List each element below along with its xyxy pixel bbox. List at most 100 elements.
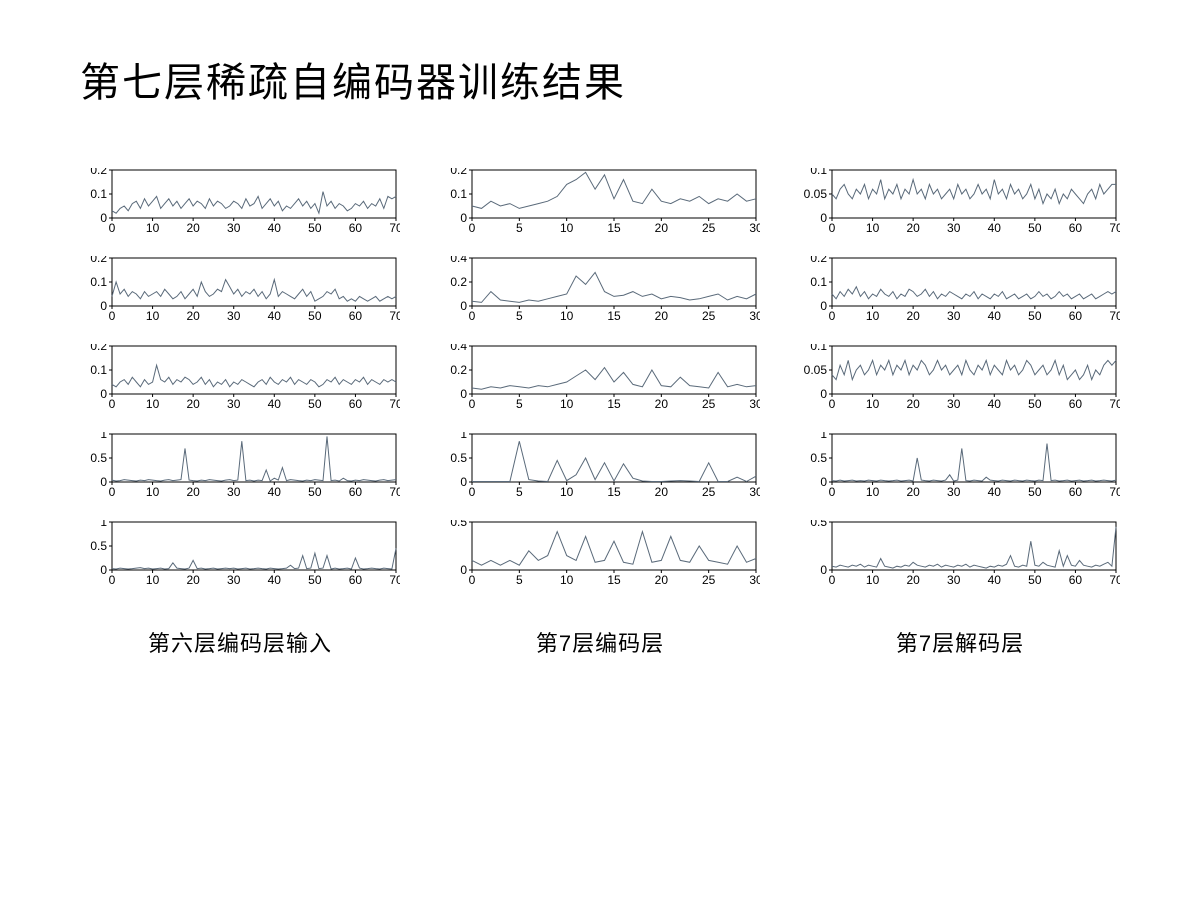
svg-text:5: 5 [516, 221, 523, 235]
svg-text:15: 15 [607, 573, 621, 587]
svg-text:0.2: 0.2 [90, 256, 107, 265]
svg-text:15: 15 [607, 485, 621, 499]
svg-text:30: 30 [947, 397, 961, 411]
svg-text:0.5: 0.5 [810, 520, 827, 529]
svg-text:0.1: 0.1 [90, 275, 107, 289]
svg-text:60: 60 [1069, 485, 1083, 499]
svg-text:0: 0 [100, 475, 107, 489]
svg-text:60: 60 [1069, 397, 1083, 411]
svg-text:40: 40 [988, 221, 1002, 235]
svg-text:60: 60 [1069, 573, 1083, 587]
svg-text:20: 20 [186, 573, 200, 587]
svg-text:60: 60 [349, 221, 363, 235]
svg-text:5: 5 [516, 397, 523, 411]
svg-text:20: 20 [655, 221, 669, 235]
svg-text:20: 20 [186, 309, 200, 323]
svg-text:50: 50 [1028, 221, 1042, 235]
svg-text:10: 10 [560, 221, 574, 235]
svg-text:40: 40 [268, 485, 282, 499]
chart-panel: 00.10.2010203040506070 [800, 256, 1120, 324]
svg-text:50: 50 [308, 221, 322, 235]
svg-text:40: 40 [268, 309, 282, 323]
svg-text:70: 70 [389, 485, 400, 499]
svg-text:0: 0 [820, 299, 827, 313]
svg-text:20: 20 [906, 573, 920, 587]
svg-text:0.2: 0.2 [450, 275, 467, 289]
svg-text:30: 30 [227, 309, 241, 323]
svg-text:0: 0 [460, 299, 467, 313]
svg-text:0.1: 0.1 [810, 168, 827, 177]
svg-text:0: 0 [460, 211, 467, 225]
svg-text:60: 60 [349, 397, 363, 411]
svg-text:1: 1 [100, 520, 107, 529]
svg-text:0: 0 [100, 211, 107, 225]
svg-text:0: 0 [820, 387, 827, 401]
svg-text:0: 0 [100, 563, 107, 577]
svg-text:20: 20 [906, 309, 920, 323]
svg-text:0.2: 0.2 [450, 168, 467, 177]
svg-text:0: 0 [829, 485, 836, 499]
svg-text:20: 20 [186, 221, 200, 235]
svg-text:0: 0 [109, 221, 116, 235]
svg-text:0.5: 0.5 [90, 539, 107, 553]
svg-text:0.1: 0.1 [450, 187, 467, 201]
chart-grid: 00.10.201020304050607000.10.201020304050… [80, 168, 1120, 658]
svg-text:60: 60 [349, 485, 363, 499]
svg-text:0.4: 0.4 [450, 256, 467, 265]
chart-panel: 00.050.1010203040506070 [800, 168, 1120, 236]
svg-text:70: 70 [389, 309, 400, 323]
svg-text:0.05: 0.05 [804, 187, 828, 201]
chart-panel: 00.10.2010203040506070 [80, 168, 400, 236]
svg-text:50: 50 [1028, 397, 1042, 411]
svg-text:10: 10 [866, 221, 880, 235]
svg-text:0.2: 0.2 [90, 344, 107, 353]
svg-text:30: 30 [227, 221, 241, 235]
svg-text:5: 5 [516, 309, 523, 323]
svg-text:30: 30 [749, 309, 760, 323]
svg-text:20: 20 [906, 221, 920, 235]
svg-text:10: 10 [866, 573, 880, 587]
chart-panel: 00.51010203040506070 [80, 432, 400, 500]
svg-text:50: 50 [308, 485, 322, 499]
svg-text:0: 0 [109, 485, 116, 499]
column-label: 第7层解码层 [896, 626, 1024, 658]
chart-panel: 00.10.2010203040506070 [80, 344, 400, 412]
chart-column-2: 00.050.101020304050607000.10.20102030405… [800, 168, 1120, 658]
chart-panel: 00.51010203040506070 [80, 520, 400, 588]
chart-panel: 00.050.1010203040506070 [800, 344, 1120, 412]
svg-text:0: 0 [460, 475, 467, 489]
chart-panel: 00.5051015202530 [440, 520, 760, 588]
svg-text:30: 30 [227, 573, 241, 587]
svg-text:40: 40 [268, 573, 282, 587]
svg-text:0.5: 0.5 [450, 451, 467, 465]
svg-text:0: 0 [109, 397, 116, 411]
svg-text:0.1: 0.1 [90, 187, 107, 201]
svg-text:30: 30 [947, 485, 961, 499]
column-label: 第六层编码层输入 [148, 626, 332, 658]
svg-text:0: 0 [829, 397, 836, 411]
svg-text:25: 25 [702, 309, 716, 323]
svg-text:10: 10 [866, 485, 880, 499]
svg-text:20: 20 [186, 397, 200, 411]
svg-text:1: 1 [460, 432, 467, 441]
svg-text:70: 70 [1109, 397, 1120, 411]
chart-panel: 00.51010203040506070 [800, 432, 1120, 500]
svg-text:10: 10 [560, 573, 574, 587]
chart-panel: 00.5010203040506070 [800, 520, 1120, 588]
svg-text:0: 0 [469, 485, 476, 499]
svg-text:10: 10 [560, 397, 574, 411]
svg-text:0: 0 [820, 563, 827, 577]
svg-text:0: 0 [109, 573, 116, 587]
svg-text:0.1: 0.1 [90, 363, 107, 377]
svg-text:15: 15 [607, 397, 621, 411]
svg-text:50: 50 [308, 397, 322, 411]
svg-text:70: 70 [389, 397, 400, 411]
svg-text:0: 0 [469, 397, 476, 411]
svg-text:40: 40 [988, 397, 1002, 411]
chart-panel: 00.51051015202530 [440, 432, 760, 500]
svg-text:30: 30 [947, 309, 961, 323]
svg-text:0.4: 0.4 [450, 344, 467, 353]
svg-text:70: 70 [1109, 573, 1120, 587]
svg-text:0: 0 [829, 309, 836, 323]
svg-text:0: 0 [820, 475, 827, 489]
